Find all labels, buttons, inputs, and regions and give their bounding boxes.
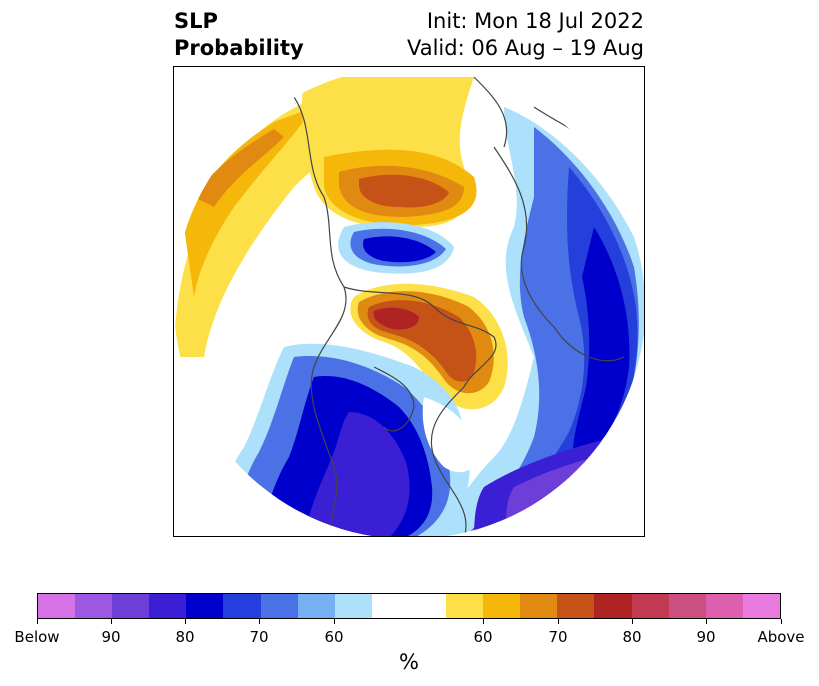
- chart-dates: Init: Mon 18 Jul 2022 Valid: 06 Aug – 19…: [407, 8, 644, 62]
- colorbar-swatch: [446, 594, 484, 618]
- init-date: Init: Mon 18 Jul 2022: [426, 9, 644, 33]
- colorbar-swatch: [334, 594, 372, 618]
- colorbar-tick-label: 70: [249, 628, 269, 646]
- colorbar-swatch: [38, 594, 76, 618]
- colorbar-tickmark: [259, 619, 260, 624]
- colorbar-swatch: [594, 594, 632, 618]
- colorbar-swatch: [223, 594, 261, 618]
- colorbar-swatch: [186, 594, 224, 618]
- title-metric: Probability: [174, 36, 304, 60]
- colorbar-tick-label: Below: [14, 628, 60, 646]
- chart-title: SLP Probability: [174, 8, 304, 62]
- coastlines: [293, 76, 625, 536]
- colorbar-tickmark: [185, 619, 186, 624]
- region-below-europe-core: [363, 236, 436, 263]
- title-variable: SLP: [174, 9, 218, 33]
- colorbar-swatch: [742, 594, 780, 618]
- colorbar-swatch: [297, 594, 335, 618]
- polar-map: [173, 66, 645, 537]
- region-above-arctic-core: [373, 307, 419, 330]
- colorbar-tickmark: [37, 619, 38, 624]
- colorbar-tickmark: [781, 619, 782, 624]
- colorbar-swatch: [149, 594, 187, 618]
- colorbar-tickmark: [111, 619, 112, 624]
- valid-range: Valid: 06 Aug – 19 Aug: [406, 36, 644, 60]
- colorbar-tick-label: 70: [548, 628, 568, 646]
- probability-field: [174, 67, 644, 536]
- colorbar-swatch: [705, 594, 743, 618]
- colorbar-swatch: [557, 594, 595, 618]
- colorbar-tickmark: [334, 619, 335, 624]
- region-neutral-canada: [422, 397, 479, 473]
- region-below-east-inner: [572, 227, 630, 472]
- colorbar-swatch: [520, 594, 558, 618]
- colorbar-swatch: [668, 594, 706, 618]
- colorbar-tick-label: Above: [757, 628, 805, 646]
- colorbar-swatch: [408, 594, 447, 618]
- colorbar-tick-label: 90: [696, 628, 716, 646]
- region-above-europe-core: [359, 174, 449, 208]
- colorbar-swatch: [260, 594, 298, 618]
- colorbar-tick-label: 90: [101, 628, 121, 646]
- colorbar-swatch: [631, 594, 669, 618]
- colorbar-swatch: [75, 594, 113, 618]
- colorbar-tickmark: [706, 619, 707, 624]
- colorbar: [37, 593, 781, 619]
- colorbar-tickmark: [632, 619, 633, 624]
- colorbar-label: %: [399, 650, 419, 674]
- probability-map-svg: [174, 67, 644, 536]
- colorbar-tick-label: 80: [175, 628, 195, 646]
- colorbar-tick-label: 60: [324, 628, 344, 646]
- colorbar-tick-label: 60: [473, 628, 493, 646]
- colorbar-tick-label: 80: [622, 628, 642, 646]
- colorbar-swatch: [371, 594, 409, 618]
- region-below-america-core: [304, 412, 410, 536]
- colorbar-swatch: [483, 594, 521, 618]
- region-above-west-core: [194, 129, 284, 207]
- colorbar-tickmark: [558, 619, 559, 624]
- colorbar-swatch: [112, 594, 150, 618]
- colorbar-tickmark: [483, 619, 484, 624]
